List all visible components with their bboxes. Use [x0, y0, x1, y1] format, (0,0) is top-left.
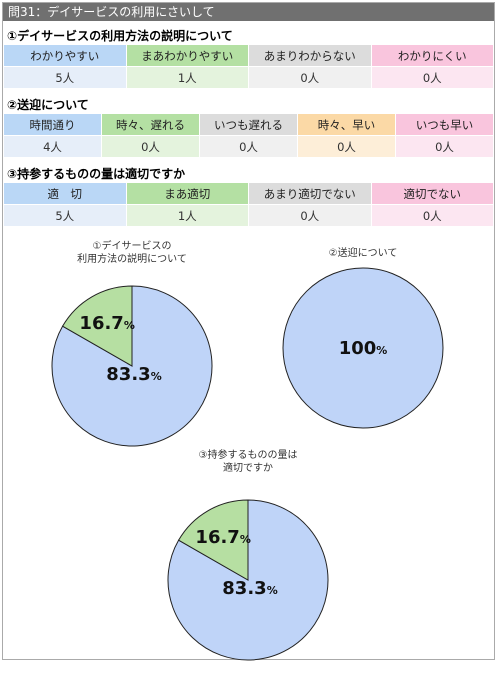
- response-count: 0人: [298, 136, 395, 157]
- pie-title: ②送迎について: [329, 246, 398, 259]
- response-count: 0人: [200, 136, 297, 157]
- response-table: 適 切まあ適切 あまり適切でない 適切でない 5人 1人 0人 0人: [3, 182, 494, 227]
- page-title: 問31：デイサービスの利用にさいして: [3, 3, 494, 21]
- response-header: あまり適切でない: [249, 183, 371, 204]
- pie-title: ①デイサービスの: [93, 239, 172, 252]
- pie-title: 利用方法の説明について: [77, 252, 187, 265]
- survey-section: ①デイサービスの利用方法の説明についてわかりやすい まあわかりやすい あまりわからな…: [3, 27, 494, 89]
- pie-slice-label: 100%: [339, 338, 388, 359]
- pie-slice: [177, 499, 249, 581]
- response-count: 0人: [102, 136, 199, 157]
- survey-section: ③持参するものの量は適切ですか適 切まあ適切 あまり適切でない 適切でない 5人 1人 0…: [3, 165, 494, 227]
- response-header: まあわかりやすい: [126, 45, 248, 66]
- response-header: 適 切: [4, 183, 126, 204]
- pie-chart: ②送迎について 100%: [282, 246, 444, 429]
- response-count: 0人: [396, 136, 493, 157]
- response-count: 5人: [4, 205, 126, 226]
- response-count: 1人: [126, 67, 248, 88]
- response-header: いつも早い: [396, 114, 493, 135]
- response-count: 0人: [371, 67, 493, 88]
- section-title: ①デイサービスの利用方法の説明について: [7, 29, 233, 43]
- response-count: 5人: [4, 67, 126, 88]
- pie-slice: [61, 285, 133, 367]
- section-title: ③持参するものの量は適切ですか: [7, 167, 186, 181]
- response-header: 時間通り: [4, 114, 101, 135]
- response-header: わかりにくい: [371, 45, 493, 66]
- pie-slice: [282, 267, 444, 429]
- survey-sections: ①デイサービスの利用方法の説明についてわかりやすい まあわかりやすい あまりわからな…: [3, 27, 494, 227]
- pie-title: ③持参するものの量は: [199, 448, 298, 461]
- response-table: わかりやすい まあわかりやすい あまりわからない わかりにくい 5人 1人 0人 0人: [3, 44, 494, 89]
- pie-slice-label: 16.7%: [79, 313, 134, 334]
- pie-slice-label: 83.3%: [106, 364, 161, 385]
- section-title: ②送迎について: [7, 98, 89, 112]
- response-table: 時間通り 時々、遅れる いつも遅れる 時々、早い いつも早い 4人 0人 0人 0人 0人: [3, 113, 494, 158]
- pie-slice-label: 16.7%: [195, 527, 250, 548]
- response-count: 0人: [371, 205, 493, 226]
- pie-chart: ①デイサービスの利用方法の説明について 83.3% 16.7%: [51, 239, 213, 447]
- pie-chart: ③持参するものの量は適切ですか 83.3% 16.7%: [167, 448, 329, 661]
- response-header: 時々、遅れる: [102, 114, 199, 135]
- response-header: わかりやすい: [4, 45, 126, 66]
- response-count: 1人: [126, 205, 248, 226]
- response-count: 0人: [249, 67, 371, 88]
- response-count: 0人: [249, 205, 371, 226]
- response-header: あまりわからない: [249, 45, 371, 66]
- pie-title: 適切ですか: [223, 461, 273, 474]
- response-header: 時々、早い: [298, 114, 395, 135]
- response-header: まあ適切: [126, 183, 248, 204]
- response-count: 4人: [4, 136, 101, 157]
- response-header: 適切でない: [371, 183, 493, 204]
- survey-section: ②送迎について 時間通り 時々、遅れる いつも遅れる 時々、早い いつも早い 4人 0人 0人 0…: [3, 96, 494, 158]
- pie-slice-label: 83.3%: [222, 578, 277, 599]
- response-header: いつも遅れる: [200, 114, 297, 135]
